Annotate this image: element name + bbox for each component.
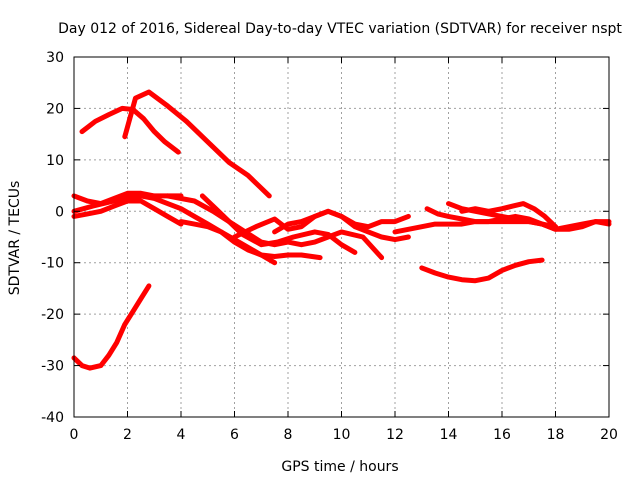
- x-tick-label: 8: [284, 427, 293, 443]
- x-tick-label: 16: [493, 427, 511, 443]
- series-track-13: [446, 201, 612, 232]
- x-axis-label: GPS time / hours: [281, 459, 398, 475]
- series-track-2: [122, 89, 272, 199]
- y-tick-label: -20: [41, 307, 64, 323]
- series-track-11: [392, 219, 612, 235]
- y-tick-label: 20: [46, 101, 64, 117]
- series-track-5: [71, 198, 184, 227]
- series-track-10: [272, 208, 411, 243]
- series-track-16: [71, 283, 152, 371]
- x-tick-label: 12: [386, 427, 404, 443]
- y-tick-label: 0: [55, 204, 64, 220]
- axis-ticks: 0 2 4 6 8 10 12 14 16 18 20 -40 -30 -20 -10 0 10 20 30: [41, 50, 618, 443]
- y-tick-label: -30: [41, 359, 64, 375]
- y-tick-label: -10: [41, 256, 64, 272]
- x-tick-label: 14: [440, 427, 458, 443]
- x-tick-label: 0: [70, 427, 79, 443]
- y-tick-label: 30: [46, 50, 64, 66]
- series-track-6: [178, 219, 323, 261]
- series-track-8: [165, 193, 385, 261]
- data-series: [71, 89, 612, 371]
- chart-title: Day 012 of 2016, Sidereal Day-to-day VTE…: [58, 21, 622, 37]
- x-tick-label: 20: [600, 427, 618, 443]
- x-tick-label: 18: [547, 427, 565, 443]
- y-tick-label: -40: [41, 410, 64, 426]
- series-track-15: [419, 257, 545, 284]
- y-axis-label: SDTVAR / TECUs: [7, 181, 23, 296]
- x-tick-label: 4: [177, 427, 186, 443]
- x-tick-label: 10: [333, 427, 351, 443]
- series-track-14: [459, 201, 558, 230]
- y-tick-label: 10: [46, 153, 64, 169]
- series-track-3: [71, 190, 184, 207]
- x-tick-label: 6: [230, 427, 239, 443]
- x-tick-label: 2: [123, 427, 132, 443]
